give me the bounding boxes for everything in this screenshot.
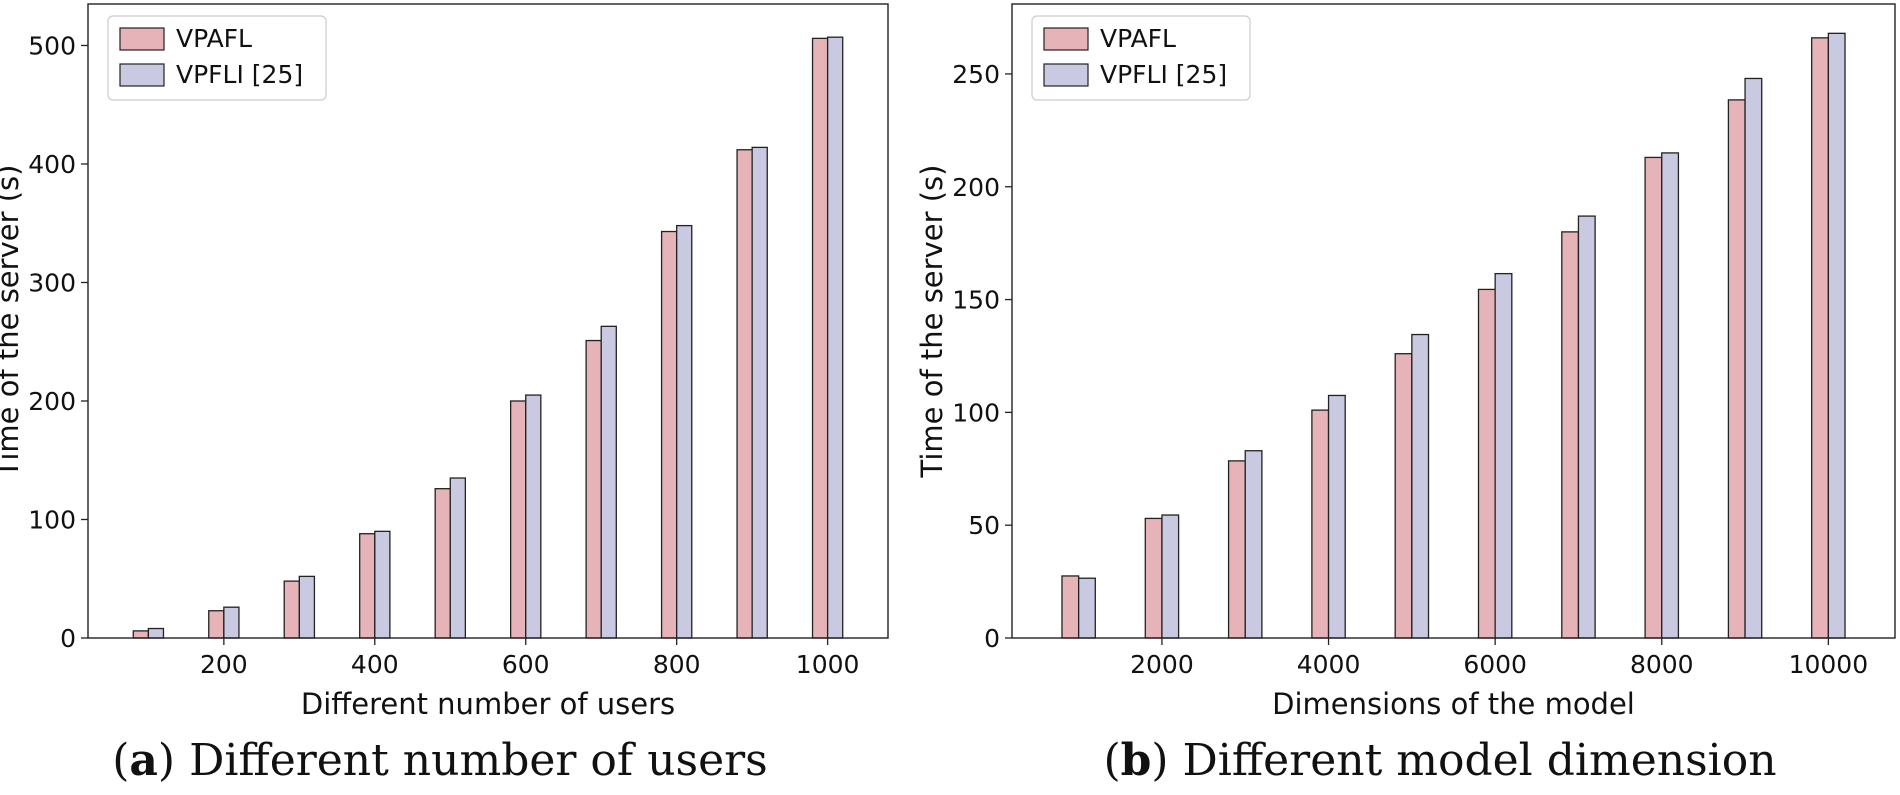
bar-vpfli-4000: [1327, 394, 1346, 639]
y-tick-label: 100: [952, 398, 1000, 427]
x-tick-label: 200: [200, 650, 248, 679]
y-tick-label: 500: [28, 31, 76, 60]
legend-swatch-vpfli: [119, 63, 165, 87]
bar-vpafl-400: [359, 533, 376, 639]
bar-vpafl-8000: [1644, 156, 1663, 639]
bar-vpafl-300: [283, 580, 300, 639]
chart-a: 0 100 200 300 400 500 200 400 600 800 1000 Differen…: [0, 3, 889, 721]
caption-b: (b) Different model dimension: [1000, 735, 1880, 786]
x-tick-label: 2000: [1130, 650, 1194, 679]
bar-vpfli-300: [298, 575, 316, 639]
x-axis-label: Different number of users: [301, 687, 675, 721]
bar-vpafl-200: [208, 610, 225, 639]
bar-vpafl-1000: [1061, 575, 1080, 639]
bar-vpafl-4000: [1311, 409, 1330, 639]
legend-swatch-vpafl: [119, 27, 165, 51]
bar-vpafl-900: [736, 149, 753, 639]
y-tick-label: 300: [28, 268, 76, 297]
bar-vpfli-8000: [1661, 152, 1680, 639]
bar-vpafl-10000: [1811, 37, 1830, 639]
bar-vpfli-100: [147, 627, 165, 639]
bar-vpafl-600: [509, 400, 527, 639]
legend-label-vpafl: VPAFL: [1100, 24, 1176, 53]
bar-vpafl-800: [660, 230, 678, 639]
x-tick-label: 400: [351, 650, 399, 679]
x-tick-label: 1000: [796, 650, 860, 679]
y-tick-label: 100: [28, 505, 76, 534]
bar-vpfli-600: [525, 394, 542, 639]
bar-vpafl-2000: [1144, 517, 1163, 639]
x-tick-label: 800: [653, 650, 701, 679]
legend-swatch-vpfli: [1043, 63, 1089, 87]
bar-vpafl-1000: [811, 37, 829, 639]
caption-a: (a) Different number of users: [0, 735, 880, 786]
plot-frame: [1011, 3, 1896, 639]
bar-vpafl-500: [434, 488, 451, 639]
bar-vpafl-700: [585, 339, 602, 639]
x-tick-label: 4000: [1297, 650, 1361, 679]
bar-vpafl-9000: [1727, 99, 1746, 639]
bar-vpfli-2000: [1161, 514, 1180, 639]
bar-vpafl-7000: [1561, 231, 1580, 639]
bar-vpfli-500: [449, 477, 467, 639]
bar-vpfli-10000: [1827, 32, 1846, 639]
x-tick-label: 8000: [1630, 650, 1694, 679]
y-tick-label: 200: [952, 173, 1000, 202]
caption-b-open: (: [1103, 735, 1121, 786]
bar-vpfli-7000: [1577, 215, 1596, 639]
y-tick-label: 50: [968, 511, 1000, 540]
x-tick-label: 600: [502, 650, 550, 679]
bar-vpfli-6000: [1494, 272, 1513, 639]
bar-vpfli-800: [676, 224, 693, 639]
bar-vpfli-700: [600, 325, 617, 639]
chart-b: 0 50 100 150 200 250 2000 4000 6000 8000 10000 Dime…: [915, 3, 1896, 721]
y-axis-label: Time of the server (s): [915, 165, 949, 479]
plot-frame: [87, 3, 889, 639]
bar-vpafl-3000: [1227, 460, 1246, 639]
y-tick-label: 0: [60, 624, 76, 653]
caption-b-text: Different model dimension: [1168, 735, 1777, 786]
bar-vpafl-5000: [1394, 353, 1413, 639]
bar-vpfli-9000: [1744, 77, 1763, 639]
y-axis-label: Time of the server (s): [0, 165, 25, 479]
legend-label-vpafl: VPAFL: [176, 24, 252, 53]
caption-a-letter: a: [129, 735, 158, 786]
caption-b-letter: b: [1120, 735, 1152, 786]
caption-b-close: ): [1151, 735, 1169, 786]
legend-swatch-vpafl: [1043, 27, 1089, 51]
caption-a-text: Different number of users: [175, 735, 768, 786]
bar-vpafl-6000: [1477, 288, 1496, 639]
bar-vpfli-400: [374, 530, 391, 639]
x-tick-label: 10000: [1789, 650, 1869, 679]
caption-a-close: ): [157, 735, 176, 786]
legend-label-vpfli: VPFLI [25]: [176, 60, 303, 89]
legend-label-vpfli: VPFLI [25]: [1100, 60, 1227, 89]
y-tick-label: 200: [28, 387, 76, 416]
y-tick-label: 150: [952, 286, 1000, 315]
bar-vpafl-100: [132, 630, 150, 639]
bar-vpfli-3000: [1244, 450, 1263, 639]
bar-vpfli-5000: [1411, 333, 1430, 639]
y-tick-label: 250: [952, 60, 1000, 89]
y-tick-label: 0: [984, 624, 1000, 653]
bar-vpfli-900: [751, 146, 768, 639]
x-tick-label: 6000: [1463, 650, 1527, 679]
caption-a-open: (: [112, 735, 130, 786]
bar-vpfli-1000: [826, 36, 844, 639]
bar-vpfli-1000: [1077, 577, 1096, 639]
x-axis-label: Dimensions of the model: [1272, 687, 1635, 721]
bar-vpfli-200: [223, 606, 240, 639]
y-tick-label: 400: [28, 150, 76, 179]
